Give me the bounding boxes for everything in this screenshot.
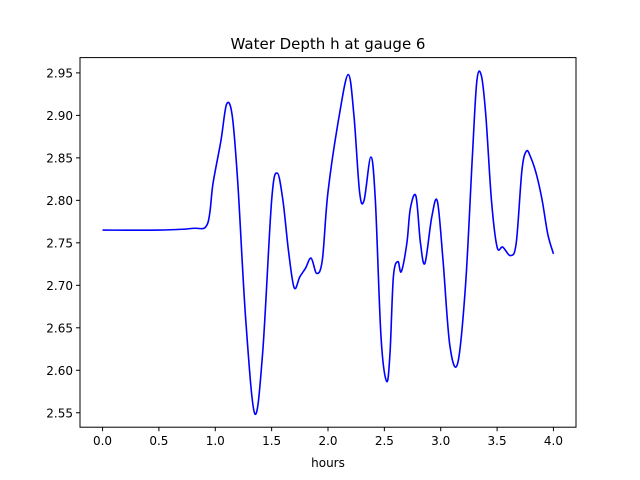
- plot-area: [102, 70, 555, 416]
- y-tick-label: 2.85: [46, 151, 73, 165]
- y-tick-label: 2.90: [46, 109, 73, 123]
- x-tick-label: 4.0: [544, 434, 563, 448]
- x-tick-label: 0.5: [149, 434, 168, 448]
- y-tick-label: 2.95: [46, 66, 73, 80]
- x-tick-label: 2.5: [375, 434, 394, 448]
- y-tick-label: 2.55: [46, 406, 73, 420]
- x-axis: 0.0 0.5 1.0 1.5 2.0 2.5 3.0 3.5 4.0: [93, 427, 563, 448]
- x-tick-label: 0.0: [93, 434, 112, 448]
- x-tick-label: 3.0: [431, 434, 450, 448]
- x-tick-label: 1.0: [206, 434, 225, 448]
- x-tick-label: 2.0: [318, 434, 337, 448]
- y-tick-label: 2.80: [46, 194, 73, 208]
- y-tick-label: 2.75: [46, 236, 73, 250]
- x-tick-label: 1.5: [262, 434, 281, 448]
- axes-frame: [79, 57, 577, 428]
- chart-title: Water Depth h at gauge 6: [231, 35, 426, 53]
- y-tick-label: 2.70: [46, 279, 73, 293]
- x-axis-label: hours: [311, 456, 345, 470]
- series-line-0: [102, 70, 555, 416]
- y-tick-label: 2.65: [46, 321, 73, 335]
- x-tick-label: 3.5: [488, 434, 507, 448]
- y-tick-label: 2.60: [46, 364, 73, 378]
- y-axis: 2.55 2.60 2.65 2.70 2.75 2.80 2.85 2.90 2.95: [46, 66, 80, 420]
